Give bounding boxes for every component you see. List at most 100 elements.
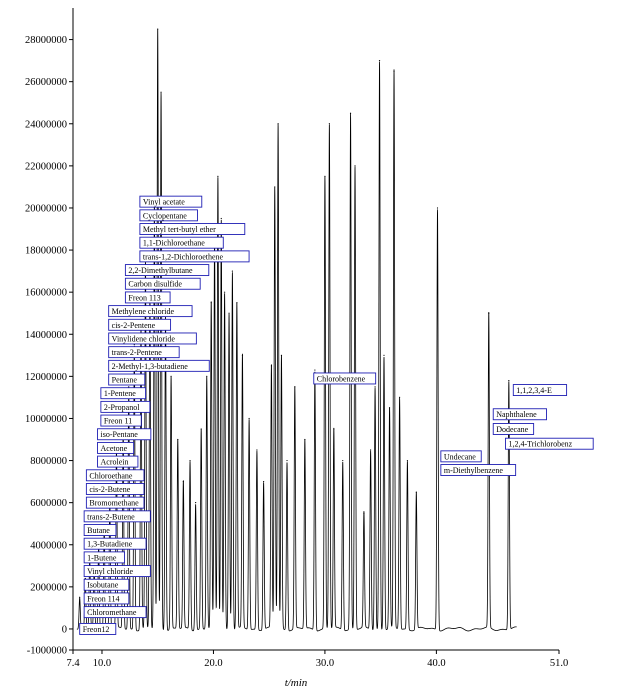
peak-label-text: Cyclopentane <box>143 211 187 220</box>
peak-label-box <box>83 578 130 591</box>
peak-point <box>241 354 244 356</box>
peak-label-text: Chloroethane <box>89 471 133 480</box>
peak-label-text: Freon 114 <box>87 594 119 603</box>
peak-point <box>393 70 395 72</box>
peak-label: 2-Propanol <box>100 400 151 413</box>
peak-label: Dodecane <box>492 423 535 435</box>
peak-label-text: trans-2-Pentene <box>112 348 163 357</box>
peak-point <box>236 302 238 304</box>
y-tick-label: 14000000 <box>25 330 67 341</box>
peak-label: Acetone <box>97 441 135 454</box>
peak-label-box <box>100 387 147 400</box>
peak-point <box>84 577 86 580</box>
peak-label-text: m-Diethylbenzene <box>444 466 504 475</box>
peak-label-text: Acrolein <box>101 458 129 467</box>
peak-point <box>182 481 184 483</box>
peak-point <box>388 407 391 409</box>
peak-label: Chloroethane <box>85 469 145 482</box>
peak-label-box <box>139 195 203 208</box>
peak-point <box>436 207 439 209</box>
y-tick-label: 6000000 <box>30 498 67 509</box>
peak-label-box <box>492 408 547 421</box>
peak-label: trans-2-Butene <box>83 510 151 523</box>
peak-label-text: 2,2-Dimethylbutane <box>128 266 193 275</box>
peak-point <box>349 112 352 114</box>
peak-label: Vinyl chloride <box>83 565 151 578</box>
peak-label-text: Methyl tert-butyl ether <box>143 225 216 234</box>
peak-label-box <box>124 291 171 304</box>
peak-label: Vinylidene chloride <box>108 332 197 345</box>
peak-point <box>160 91 162 93</box>
peak-label-box <box>108 359 210 372</box>
peak-label-box <box>512 384 568 396</box>
peak-label: trans-2-Pentene <box>108 346 180 359</box>
peak-point <box>363 512 365 514</box>
peak-label-box <box>313 372 377 385</box>
peak-label-text: 1,2,4-Trichlorobenz <box>508 440 572 449</box>
peak-label-box <box>139 250 250 263</box>
peak-label-text: 1-Pentene <box>104 389 136 398</box>
peak-point <box>328 123 330 125</box>
peak-point <box>153 207 155 209</box>
peak-label-text: Chloromethane <box>87 608 137 617</box>
peak-point <box>228 312 230 314</box>
peak-label-box <box>100 414 142 427</box>
peak-label: Freon12 <box>79 623 117 635</box>
peak-label-box <box>108 332 197 345</box>
peak-label: Butane <box>83 524 117 536</box>
peak-label-box <box>139 223 246 235</box>
peak-label-text: Naphthalene <box>496 410 537 419</box>
peak-point <box>133 344 135 346</box>
peak-label: Methylene chloride <box>108 305 193 318</box>
y-tick-label: 26000000 <box>25 77 67 88</box>
peak-label-text: 2-Methyl-1,3-butadiene <box>112 362 189 371</box>
peak-label-box <box>97 428 152 441</box>
peak-point <box>231 270 233 272</box>
peak-point <box>128 386 130 388</box>
peak-label-box <box>440 450 482 463</box>
peak-label-box <box>124 264 210 277</box>
peak-point <box>342 459 344 462</box>
peak-label-text: Vinyl acetate <box>143 198 185 207</box>
peak-point <box>200 428 202 430</box>
peak-label: Pentane <box>108 373 146 386</box>
peak-label-text: Freon12 <box>83 625 110 634</box>
peak-label: 1-Pentene <box>100 387 147 400</box>
peak-point <box>378 60 381 62</box>
peak-point <box>286 459 288 462</box>
x-tick-label: 20.0 <box>204 658 222 669</box>
peak-point <box>270 365 273 367</box>
peak-label-box <box>108 373 146 386</box>
peak-point <box>217 175 219 177</box>
x-tick-label: 40.0 <box>427 658 445 669</box>
peak-point <box>177 438 179 441</box>
peak-label-box <box>108 318 172 331</box>
peak-point <box>157 28 159 30</box>
y-tick-label: 24000000 <box>25 119 67 130</box>
peak-point <box>170 375 172 377</box>
peak-label-text: trans-2-Butene <box>87 512 135 521</box>
peak-label-text: 1,3-Butadiene <box>87 540 133 549</box>
peak-label: Freon 11 <box>100 414 142 427</box>
x-tick-label: 51.0 <box>550 658 568 669</box>
y-tick-label: -1000000 <box>27 646 67 657</box>
peak-point <box>220 217 222 220</box>
peak-label-text: Dodecane <box>496 425 528 434</box>
peak-label: 2-Methyl-1,3-butadiene <box>108 359 210 372</box>
peak-label-text: Freon 113 <box>128 293 160 302</box>
peak-point <box>383 354 385 356</box>
peak-point <box>189 459 191 462</box>
peak-label-box <box>100 400 151 413</box>
peak-label: Acrolein <box>97 455 139 468</box>
peak-point <box>274 186 276 188</box>
peak-label: Bromomethane <box>85 496 145 509</box>
peak-point <box>206 375 208 377</box>
peak-label: Freon 114 <box>83 592 130 605</box>
peak-label-box <box>79 623 117 635</box>
axes <box>69 8 560 654</box>
peak-label: Freon 113 <box>124 291 171 304</box>
peak-point <box>256 449 258 451</box>
peak-label-text: Undecane <box>444 452 476 461</box>
peak-label-text: cis-2-Pentene <box>112 321 156 330</box>
